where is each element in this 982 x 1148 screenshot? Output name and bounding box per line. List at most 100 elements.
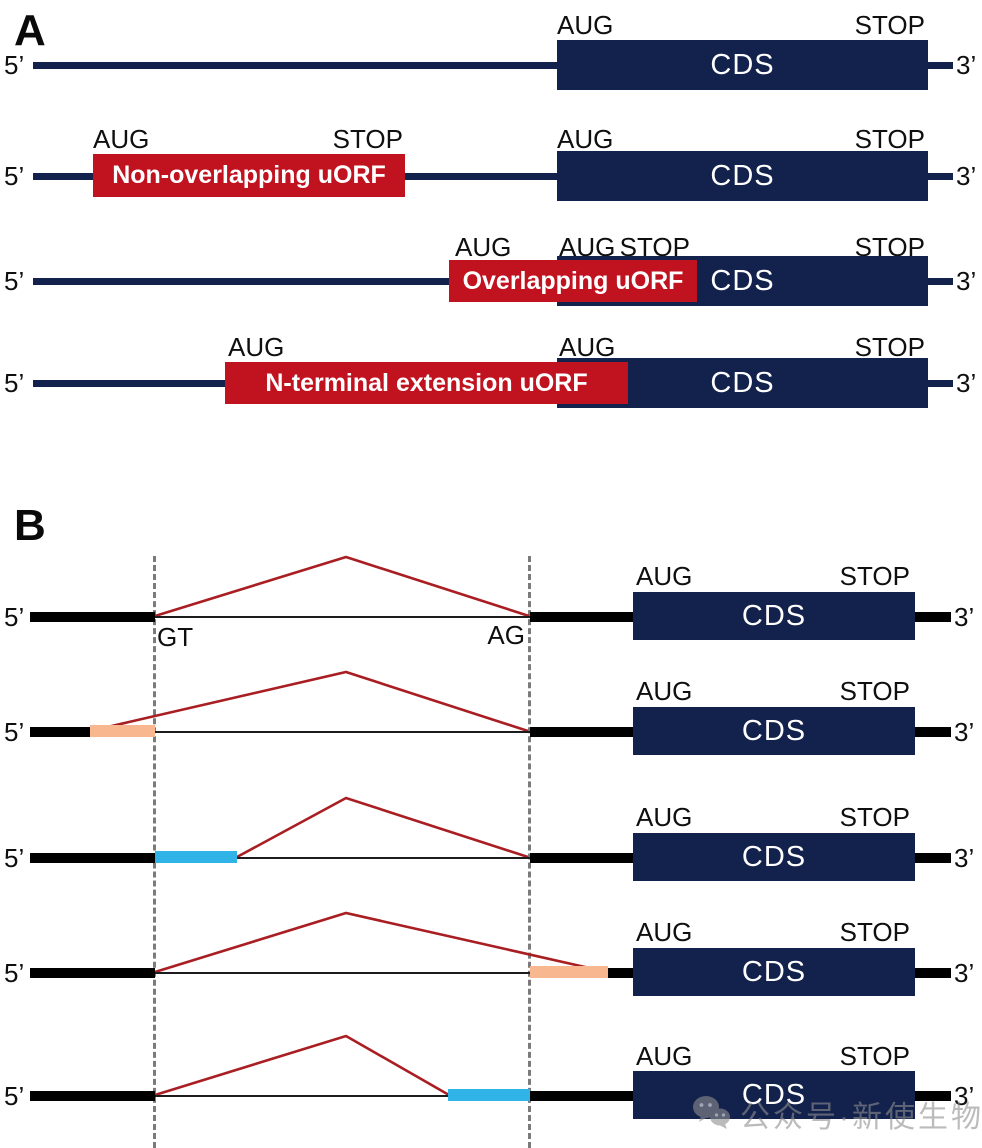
cds-text: CDS [741, 599, 807, 632]
five-prime-label: 5’ [4, 602, 25, 632]
five-prime-label: 5’ [4, 958, 25, 988]
splice-donor-dashed-line [153, 556, 156, 1148]
cds-text: CDS [710, 159, 775, 192]
intron-arc-alt5ss-downstream [236, 796, 529, 859]
three-prime-label: 3’ [954, 717, 975, 747]
cds-stop-label: STOP [854, 10, 925, 40]
three-prime-label: 3’ [956, 266, 977, 296]
uorf-text: Non-overlapping uORF [112, 161, 386, 189]
three-prime-label: 3’ [956, 161, 977, 191]
intron-baseline [90, 731, 530, 733]
uorf-box: N-terminal extension uORF [225, 362, 628, 404]
splice-acceptor-dashed-line [528, 556, 531, 1148]
cds-box: CDS [633, 833, 915, 881]
uorf-aug-label: AUG [93, 124, 150, 154]
exon1 [30, 612, 155, 622]
exon-tail [915, 1091, 951, 1101]
cds-aug-label: AUG [559, 232, 616, 262]
watermark: 公众号·新使生物 [692, 1092, 982, 1136]
retained-intron-segment [448, 1089, 530, 1101]
uorf-stop-label: STOP [332, 124, 403, 154]
cds-aug-label: AUG [557, 10, 614, 40]
intron-arc-alt3ss-upstream [154, 1034, 450, 1097]
cds-box: CDS [633, 592, 915, 640]
intron-arc-alt3ss-downstream [154, 911, 608, 974]
exon1 [30, 968, 155, 978]
mrna-trailer-line [928, 278, 953, 285]
cds-aug-label: AUG [636, 676, 693, 706]
three-prime-label: 3’ [956, 50, 977, 80]
uorf-stop-label: STOP [619, 232, 690, 262]
cds-aug-label: AUG [636, 917, 693, 947]
cds-stop-label: STOP [839, 561, 910, 591]
cds-stop-label: STOP [839, 676, 910, 706]
cds-aug-label: AUG [636, 1041, 693, 1071]
cds-box: CDS [633, 707, 915, 755]
cds-stop-label: STOP [839, 802, 910, 832]
mrna-trailer-line [928, 62, 953, 69]
exon1 [30, 853, 155, 863]
splice-donor-label: GT [157, 622, 194, 652]
splice-acceptor-label: AG [487, 620, 525, 650]
cds-text: CDS [741, 840, 807, 873]
cds-text: CDS [710, 48, 775, 81]
cds-aug-label: AUG [557, 124, 614, 154]
five-prime-label: 5’ [4, 717, 25, 747]
intron-arc-canonical [154, 555, 530, 618]
uorf-aug-label: AUG [455, 232, 512, 262]
cds-box: CDS [557, 40, 928, 90]
uorf-text: Overlapping uORF [462, 266, 684, 295]
cds-stop-label: STOP [854, 332, 925, 362]
exon2 [608, 968, 633, 978]
exon2 [530, 1091, 633, 1101]
cds-aug-label: AUG [636, 802, 693, 832]
three-prime-label: 3’ [954, 958, 975, 988]
watermark-text: 公众号·新使生物 [740, 1101, 982, 1134]
three-prime-label: 3’ [954, 843, 975, 873]
mrna-trailer-line [928, 173, 953, 180]
three-prime-label: 3’ [954, 1081, 975, 1111]
cds-stop-label: STOP [854, 232, 925, 262]
mrna-leader-line [33, 62, 557, 69]
cds-aug-label: AUG [559, 332, 616, 362]
exon-tail [915, 853, 951, 863]
cds-text: CDS [741, 955, 807, 988]
mrna-trailer-line [928, 380, 953, 387]
uorf-box: Overlapping uORF [449, 260, 697, 302]
panel-b-label: B [14, 501, 46, 550]
exon2 [530, 612, 633, 622]
mrna-leader-line [33, 278, 449, 285]
exon1 [30, 1091, 155, 1101]
cds-box: CDS [633, 1071, 915, 1119]
cds-text: CDS [741, 714, 807, 747]
spliced-out-exon-segment [90, 725, 155, 737]
spliced-out-exon-segment [530, 966, 608, 978]
exon2 [530, 727, 633, 737]
panel-a-label: A [14, 6, 46, 55]
exon-tail [915, 968, 951, 978]
exon1 [30, 727, 90, 737]
five-prime-label: 5’ [4, 50, 25, 80]
cds-stop-label: STOP [839, 917, 910, 947]
cds-stop-label: STOP [839, 1041, 910, 1071]
cds-box: CDS [557, 151, 928, 201]
cds-stop-label: STOP [854, 124, 925, 154]
exon-tail [915, 727, 951, 737]
intron-baseline [155, 616, 530, 618]
uorf-text: N-terminal extension uORF [265, 368, 588, 397]
mrna-leader-line [33, 380, 225, 387]
three-prime-label: 3’ [956, 368, 977, 398]
five-prime-label: 5’ [4, 266, 25, 296]
five-prime-label: 5’ [4, 1081, 25, 1111]
uorf-aug-label: AUG [228, 332, 285, 362]
uorf-box: Non-overlapping uORF [93, 154, 405, 197]
cds-box: CDS [633, 948, 915, 996]
wechat-icon [692, 1094, 732, 1135]
three-prime-label: 3’ [954, 602, 975, 632]
mrna-mid-line [405, 173, 557, 180]
mrna-leader-line [33, 173, 93, 180]
exon2 [530, 853, 633, 863]
five-prime-label: 5’ [4, 161, 25, 191]
cds-aug-label: AUG [636, 561, 693, 591]
